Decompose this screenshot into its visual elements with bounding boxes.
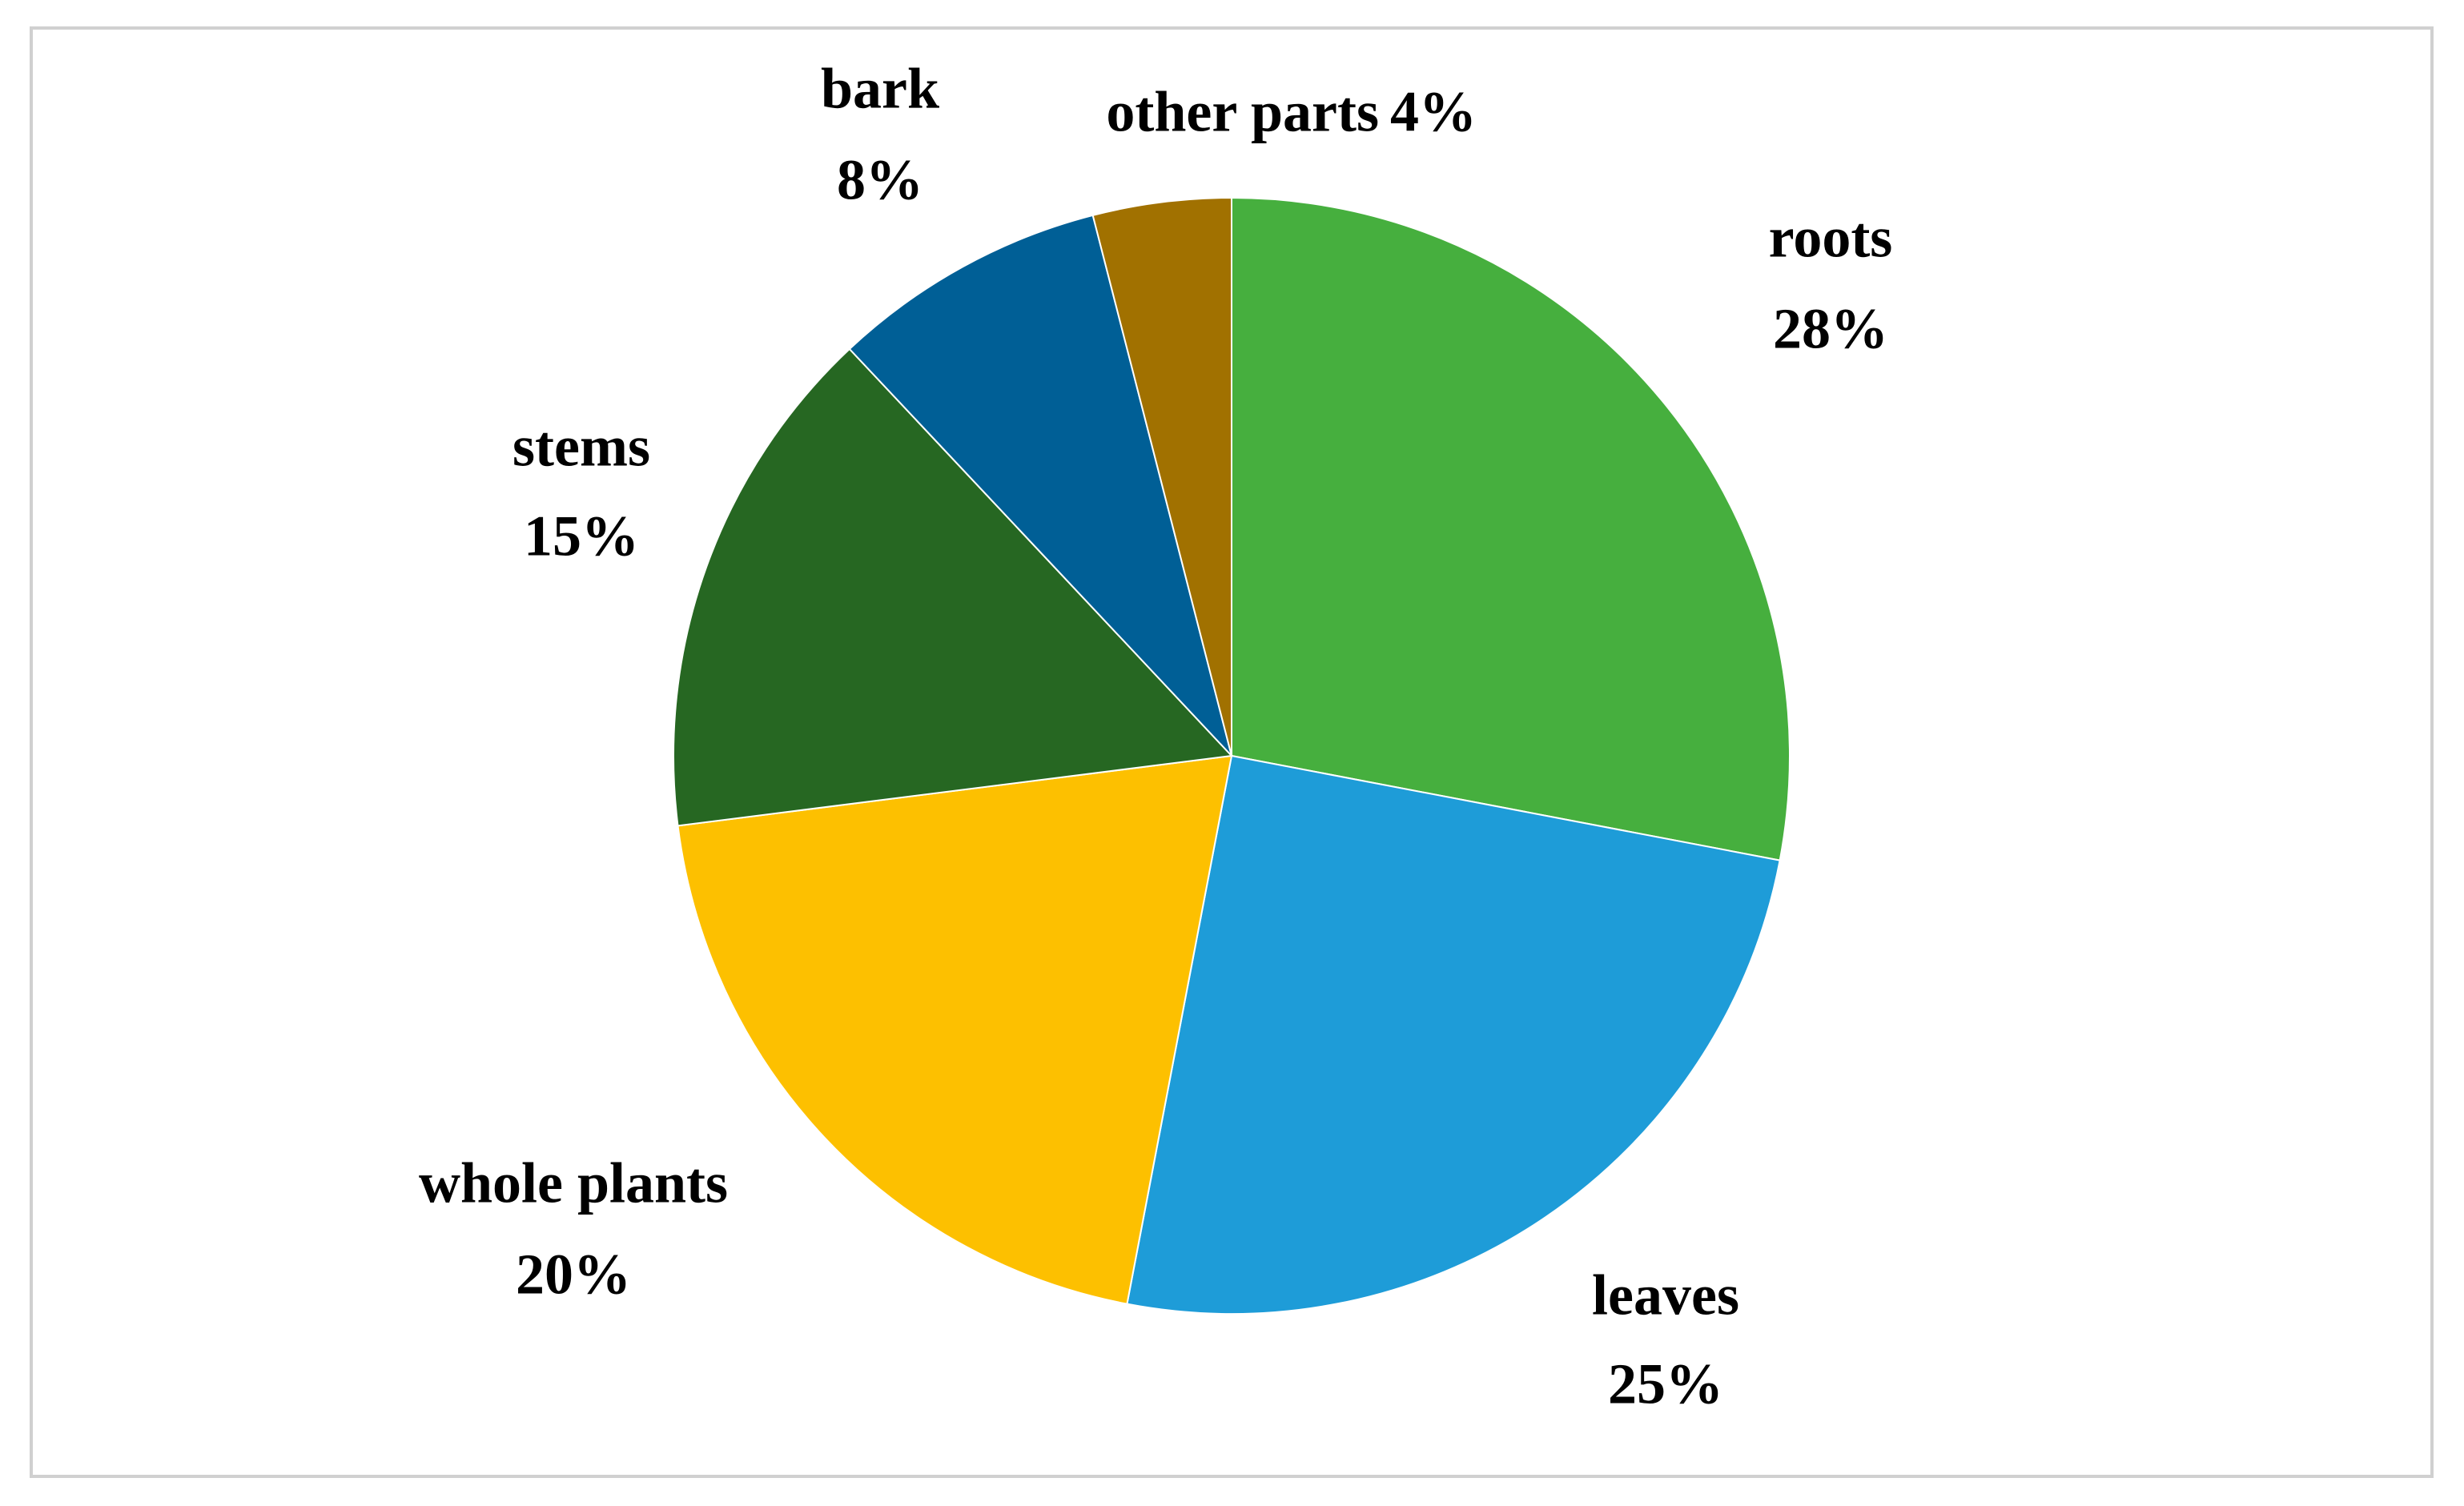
value-label: 15% <box>524 504 639 568</box>
pie-slice <box>848 214 1232 757</box>
pie-slice <box>1091 196 1232 757</box>
slice-label: roots <box>1769 206 1893 270</box>
pie-slice <box>1231 196 1791 861</box>
value-label: 25% <box>1608 1352 1723 1416</box>
slice-label: leaves <box>1592 1263 1739 1327</box>
value-label: 8% <box>837 148 923 212</box>
slice-label: whole plants <box>419 1151 728 1215</box>
value-label: 20% <box>516 1243 631 1307</box>
slice-label: stems <box>512 415 650 479</box>
pie-slice <box>677 754 1233 1305</box>
value-label: 4% <box>1390 80 1477 144</box>
pie-slice <box>672 347 1234 827</box>
slice-label: other parts <box>1106 80 1379 144</box>
slice-label: bark <box>821 57 939 121</box>
pie-slice <box>1126 754 1781 1315</box>
value-label: 28% <box>1773 297 1888 361</box>
